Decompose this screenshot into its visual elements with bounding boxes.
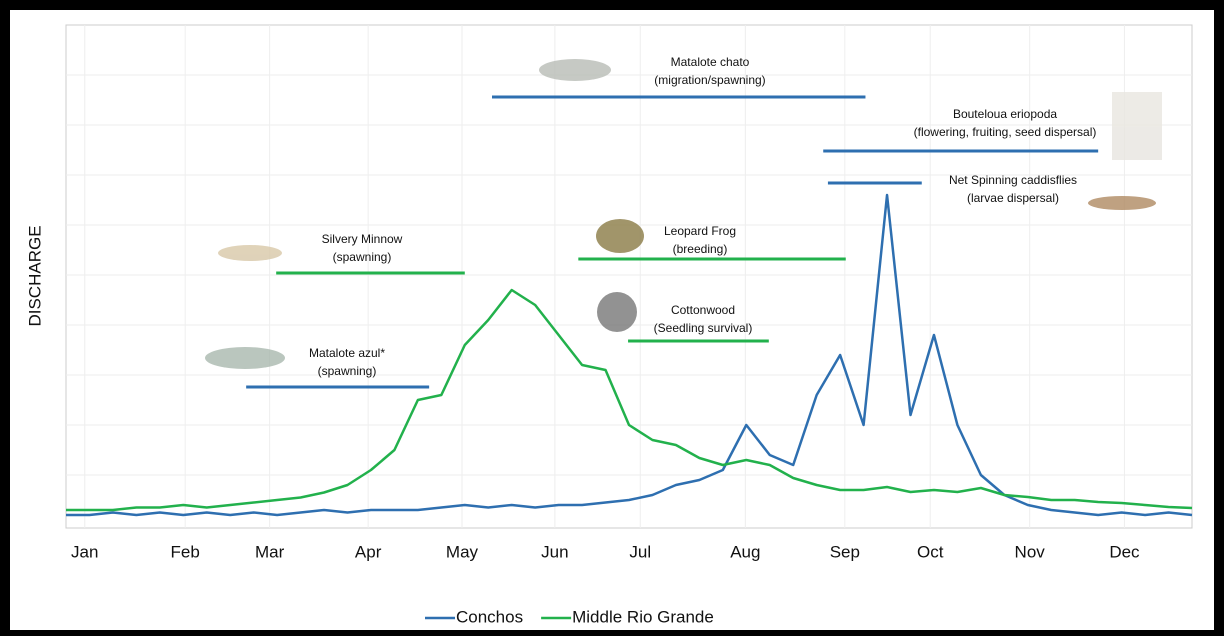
fish-icon	[205, 347, 285, 369]
tree-icon	[597, 292, 637, 332]
frog-icon	[596, 219, 644, 253]
x-tick-label: Oct	[917, 542, 944, 561]
x-tick-label: Mar	[255, 542, 285, 561]
x-tick-label: May	[446, 542, 479, 561]
period-label: (migration/spawning)	[654, 73, 765, 87]
period-label: Silvery Minnow	[322, 232, 403, 246]
x-tick-label: Jan	[71, 542, 98, 561]
series-line	[66, 288, 1193, 512]
x-tick-label: Sep	[830, 542, 860, 561]
period-label: (breeding)	[673, 242, 728, 256]
x-tick-label: Feb	[171, 542, 200, 561]
period-label: Matalote chato	[671, 55, 750, 69]
legend-label: Middle Rio Grande	[572, 607, 714, 626]
legend-label: Conchos	[456, 607, 523, 626]
period-label: Leopard Frog	[664, 224, 736, 238]
period-label: (flowering, fruiting, seed dispersal)	[914, 125, 1097, 139]
period-label: (spawning)	[318, 364, 377, 378]
x-tick-label: Apr	[355, 542, 382, 561]
period-label: Cottonwood	[671, 303, 735, 317]
minnow-icon	[218, 245, 282, 261]
x-tick-label: Dec	[1109, 542, 1140, 561]
x-tick-label: Nov	[1015, 542, 1046, 561]
x-tick-label: Jul	[629, 542, 651, 561]
fish-icon	[539, 59, 611, 81]
period-label: (spawning)	[333, 250, 392, 264]
y-axis-label: DISCHARGE	[25, 225, 44, 326]
period-label: Matalote azul*	[309, 346, 385, 360]
icons	[205, 59, 1162, 369]
x-tick-label: Jun	[541, 542, 568, 561]
x-tick-label: Aug	[730, 542, 760, 561]
period-label: Bouteloua eriopoda	[953, 107, 1057, 121]
caddisfly-icon	[1088, 196, 1156, 210]
grass-icon	[1112, 92, 1162, 160]
period-label: (Seedling survival)	[654, 321, 753, 335]
plot-frame	[65, 24, 1193, 529]
period-label: (larvae dispersal)	[967, 191, 1059, 205]
period-label: Net Spinning caddisflies	[949, 173, 1077, 187]
